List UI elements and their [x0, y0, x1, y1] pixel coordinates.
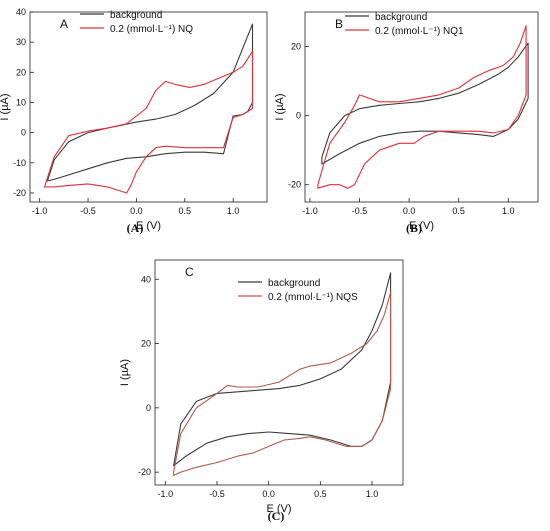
- panel-caption: (B): [406, 221, 422, 235]
- x-tick-label: -1.0: [302, 206, 318, 216]
- y-tick-label: -10: [13, 158, 26, 168]
- x-tick-label: 0.0: [130, 206, 143, 216]
- y-tick-label: 40: [141, 274, 151, 284]
- series-line-sample: [45, 51, 253, 193]
- x-tick-label: -0.5: [352, 206, 368, 216]
- plot-frame: [30, 12, 267, 202]
- series-line-background: [322, 43, 528, 164]
- legend-entry: background: [110, 10, 162, 21]
- legend-entry: background: [375, 12, 427, 23]
- x-tick-label: 0.0: [262, 489, 275, 499]
- y-tick-label: 0: [146, 403, 151, 413]
- y-axis-label: I (µA): [0, 93, 11, 120]
- legend-entry: background: [268, 278, 320, 289]
- y-tick-label: 20: [16, 67, 26, 77]
- x-tick-label: 0.0: [403, 206, 416, 216]
- x-tick-label: 0.5: [179, 206, 192, 216]
- panel-letter: A: [60, 17, 68, 31]
- legend-entry: 0.2 (mmol·L⁻¹) NQ1: [375, 26, 464, 37]
- x-tick-label: 1.0: [227, 206, 240, 216]
- x-tick-label: 0.5: [452, 206, 465, 216]
- x-tick-label: -0.5: [209, 489, 225, 499]
- y-tick-label: 20: [141, 339, 151, 349]
- y-tick-label: 30: [16, 37, 26, 47]
- y-tick-label: -20: [138, 467, 151, 477]
- x-tick-label: 1.0: [366, 489, 379, 499]
- y-tick-label: -20: [288, 180, 301, 190]
- y-tick-label: 20: [291, 42, 301, 52]
- plot-frame: [305, 12, 538, 202]
- y-axis-label: I (µA): [274, 93, 286, 120]
- y-tick-label: 40: [16, 7, 26, 17]
- series-line-sample: [318, 26, 526, 188]
- legend-entry: 0.2 (mmol·L⁻¹) NQS: [268, 292, 358, 303]
- panel-letter: B: [335, 17, 343, 31]
- panel-letter: C: [185, 265, 194, 279]
- x-tick-label: -1.0: [32, 206, 48, 216]
- legend-entry: 0.2 (mmol·L⁻¹) NQ: [110, 24, 193, 35]
- panel-caption: (A): [127, 221, 144, 235]
- panel-caption: (C): [268, 509, 285, 523]
- y-tick-label: 0: [296, 111, 301, 121]
- y-tick-label: -20: [13, 188, 26, 198]
- y-tick-label: 0: [21, 128, 26, 138]
- x-tick-label: 0.5: [314, 489, 327, 499]
- series-line-sample: [174, 292, 391, 475]
- x-tick-label: -0.5: [80, 206, 96, 216]
- y-axis-label: I (µA): [119, 359, 131, 386]
- x-tick-label: -1.0: [158, 489, 174, 499]
- x-tick-label: 1.0: [502, 206, 515, 216]
- series-line-background: [47, 24, 252, 181]
- y-tick-label: 10: [16, 97, 26, 107]
